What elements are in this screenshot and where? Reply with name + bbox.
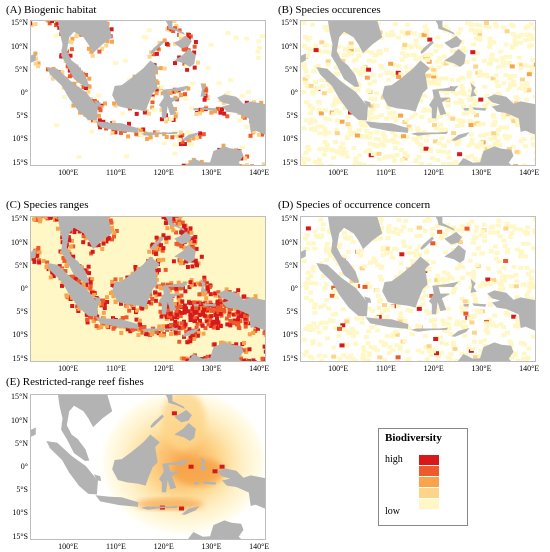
legend-swatch-1	[419, 455, 439, 465]
lat-tick-label: 5°N	[15, 260, 28, 270]
legend-title: Biodiversity	[385, 432, 442, 444]
lon-tick-label: 110°E	[106, 542, 126, 551]
lon-tick-label: 110°E	[376, 168, 396, 177]
map-panel-c	[30, 216, 266, 362]
lon-tick-label: 100°E	[328, 364, 349, 373]
lat-tick-label: 5°S	[16, 307, 28, 317]
lon-tick-label: 130°E	[201, 364, 222, 373]
lat-tick-label: 10°S	[12, 330, 28, 340]
panel-d-title: (D) Species of occurrence concern	[278, 199, 431, 211]
biodiversity-legend: Biodiversity high low	[378, 428, 468, 526]
lat-tick-label: 15°N	[11, 214, 28, 224]
lat-tick-label: 15°N	[281, 214, 298, 224]
lon-tick-label: 140°E	[249, 364, 270, 373]
legend-swatch-4	[419, 488, 439, 498]
lat-tick-label: 10°S	[282, 134, 298, 144]
lat-tick-label: 5°S	[286, 307, 298, 317]
lat-tick-label: 5°N	[285, 260, 298, 270]
lon-tick-label: 110°E	[106, 168, 126, 177]
lat-tick-label: 15°S	[12, 531, 28, 541]
lon-tick-label: 140°E	[519, 364, 540, 373]
lat-tick-label: 5°N	[15, 64, 28, 74]
lat-tick-label: 10°N	[281, 41, 298, 51]
lat-tick-label: 15°S	[282, 353, 298, 363]
lon-tick-label: 130°E	[201, 168, 222, 177]
lon-tick-label: 110°E	[376, 364, 396, 373]
lon-tick-label: 140°E	[249, 168, 270, 177]
lon-tick-label: 100°E	[328, 168, 349, 177]
lat-tick-label: 10°N	[11, 41, 28, 51]
map-panel-b	[300, 20, 536, 166]
lon-tick-label: 130°E	[471, 168, 492, 177]
legend-high-label: high	[385, 454, 403, 465]
lon-tick-label: 130°E	[201, 542, 222, 551]
panel-e-title: (E) Restricted-range reef fishes	[6, 376, 144, 388]
lat-tick-label: 5°N	[285, 64, 298, 74]
lat-tick-label: 15°S	[12, 157, 28, 167]
map-panel-e	[30, 394, 266, 540]
lat-tick-label: 5°S	[16, 485, 28, 495]
lat-tick-label: 10°N	[281, 237, 298, 247]
lon-tick-label: 100°E	[58, 542, 79, 551]
lon-tick-label: 120°E	[423, 364, 444, 373]
legend-low-label: low	[385, 506, 400, 517]
lon-tick-label: 130°E	[471, 364, 492, 373]
lon-tick-label: 110°E	[106, 364, 126, 373]
lat-tick-label: 10°S	[282, 330, 298, 340]
lat-tick-label: 0°	[290, 88, 298, 97]
lat-tick-label: 5°N	[15, 438, 28, 448]
lat-tick-label: 0°	[20, 284, 28, 293]
lon-tick-label: 100°E	[58, 364, 79, 373]
panel-a-title: (A) Biogenic habitat	[6, 4, 97, 16]
lon-tick-label: 120°E	[153, 542, 174, 551]
lat-tick-label: 5°S	[286, 111, 298, 121]
legend-swatch-3	[419, 477, 439, 487]
lat-tick-label: 5°S	[16, 111, 28, 121]
lat-tick-label: 10°S	[12, 508, 28, 518]
lon-tick-label: 120°E	[153, 168, 174, 177]
lat-tick-label: 10°N	[11, 237, 28, 247]
lat-tick-label: 0°	[20, 88, 28, 97]
lon-tick-label: 120°E	[153, 364, 174, 373]
lon-tick-label: 140°E	[249, 542, 270, 551]
panel-b-title: (B) Species occurences	[278, 4, 381, 16]
lat-tick-label: 15°N	[11, 18, 28, 28]
legend-swatch-5	[419, 499, 439, 509]
lon-tick-label: 120°E	[423, 168, 444, 177]
legend-swatch-2	[419, 466, 439, 476]
lon-tick-label: 140°E	[519, 168, 540, 177]
lat-tick-label: 0°	[20, 462, 28, 471]
lat-tick-label: 0°	[290, 284, 298, 293]
lat-tick-label: 15°S	[12, 353, 28, 363]
map-panel-d	[300, 216, 536, 362]
map-panel-a	[30, 20, 266, 166]
lat-tick-label: 15°S	[282, 157, 298, 167]
lat-tick-label: 15°N	[281, 18, 298, 28]
lat-tick-label: 10°S	[12, 134, 28, 144]
lat-tick-label: 10°N	[11, 415, 28, 425]
panel-c-title: (C) Species ranges	[6, 199, 89, 211]
lat-tick-label: 15°N	[11, 392, 28, 402]
lon-tick-label: 100°E	[58, 168, 79, 177]
